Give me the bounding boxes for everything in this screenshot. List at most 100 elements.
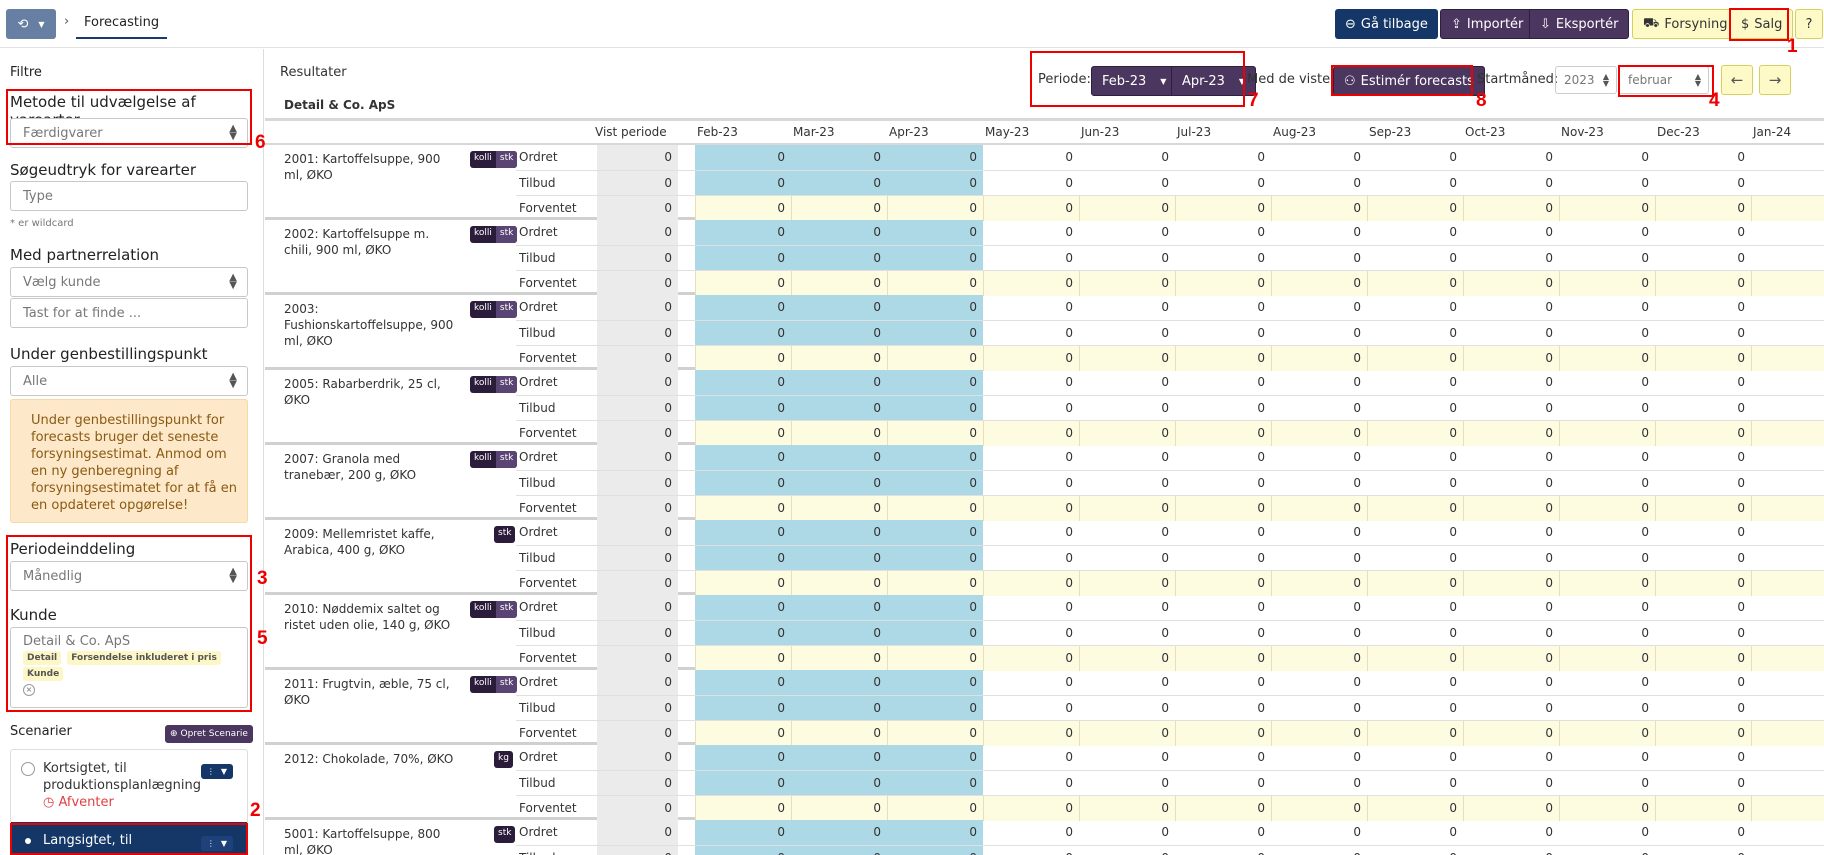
forecast-input-cell[interactable]: 0	[1175, 346, 1271, 371]
forecast-input-cell[interactable]: 0	[1559, 271, 1655, 296]
forecast-input-cell[interactable]: 0	[1463, 196, 1559, 221]
forecast-input-cell[interactable]: 0	[887, 796, 983, 821]
forecast-input-cell[interactable]: 0	[1079, 271, 1175, 296]
forecast-input-cell[interactable]: 0	[791, 571, 887, 596]
forecast-input-cell[interactable]: 0	[983, 571, 1079, 596]
unit-toggle[interactable]: kolli stk	[470, 451, 518, 468]
forecast-input-cell[interactable]: 0	[1271, 271, 1367, 296]
forecast-input-cell[interactable]: 0	[791, 496, 887, 521]
unit-option[interactable]: stk	[495, 226, 518, 243]
forecast-input-cell[interactable]: 0	[887, 721, 983, 746]
forecast-input-cell[interactable]: 0	[1559, 721, 1655, 746]
forecast-input-cell[interactable]: 0	[1655, 421, 1751, 446]
unit-option[interactable]: stk	[495, 676, 518, 693]
forecast-input-cell[interactable]: 0	[1367, 196, 1463, 221]
forecast-input-cell[interactable]: 0	[1271, 421, 1367, 446]
forecast-input-cell[interactable]: 0	[983, 346, 1079, 371]
unit-toggle[interactable]: kolli stk	[470, 676, 518, 693]
forecast-input-cell[interactable]: 0	[1463, 571, 1559, 596]
forecast-input-cell[interactable]: 0	[1271, 571, 1367, 596]
forecast-input-cell[interactable]: 0	[1751, 796, 1824, 821]
unit-option[interactable]: stk	[495, 376, 518, 393]
unit-option[interactable]: kolli	[474, 378, 492, 388]
forecast-input-cell[interactable]: 0	[1559, 496, 1655, 521]
forecast-input-cell[interactable]: 0	[1271, 196, 1367, 221]
next-month-button[interactable]: →	[1759, 65, 1791, 95]
forecast-input-cell[interactable]: 0	[983, 421, 1079, 446]
forecast-input-cell[interactable]: 0	[1079, 196, 1175, 221]
unit-toggle[interactable]: stk	[494, 526, 516, 543]
forecast-input-cell[interactable]: 0	[695, 796, 791, 821]
forecast-input-cell[interactable]: 0	[1751, 271, 1824, 296]
customer-select[interactable]: Detail & Co. ApS Detail Forsendelse inkl…	[10, 627, 248, 708]
forecast-input-cell[interactable]: 0	[983, 796, 1079, 821]
forecast-input-cell[interactable]: 0	[1079, 421, 1175, 446]
period-select[interactable]: Månedlig ▲ ▼	[10, 561, 248, 591]
forecast-input-cell[interactable]: 0	[983, 721, 1079, 746]
partner-search-input[interactable]: Tast for at finde ...	[10, 298, 248, 328]
forecast-input-cell[interactable]: 0	[1367, 646, 1463, 671]
supply-button[interactable]: ⛟ Forsyning	[1632, 9, 1739, 39]
forecast-input-cell[interactable]: 0	[1367, 571, 1463, 596]
forecast-input-cell[interactable]: 0	[695, 346, 791, 371]
forecast-input-cell[interactable]: 0	[1559, 571, 1655, 596]
forecast-input-cell[interactable]: 0	[1751, 721, 1824, 746]
unit-option[interactable]: kolli	[474, 453, 492, 463]
forecast-input-cell[interactable]: 0	[983, 196, 1079, 221]
clear-customer-icon[interactable]: ×	[23, 684, 35, 696]
go-back-button[interactable]: ⊖ Gå tilbage	[1335, 9, 1438, 39]
forecast-input-cell[interactable]: 0	[1655, 796, 1751, 821]
forecast-input-cell[interactable]: 0	[1367, 796, 1463, 821]
forecast-input-cell[interactable]: 0	[695, 271, 791, 296]
forecast-input-cell[interactable]: 0	[1367, 271, 1463, 296]
forecast-input-cell[interactable]: 0	[1655, 271, 1751, 296]
help-button[interactable]: ?	[1795, 9, 1823, 39]
sales-button[interactable]: $ Salg	[1730, 9, 1794, 39]
unit-toggle[interactable]: kg	[494, 751, 513, 768]
forecast-input-cell[interactable]: 0	[1079, 721, 1175, 746]
forecast-input-cell[interactable]: 0	[695, 721, 791, 746]
forecast-input-cell[interactable]: 0	[695, 421, 791, 446]
forecast-input-cell[interactable]: 0	[1175, 721, 1271, 746]
unit-option[interactable]: kolli	[474, 153, 492, 163]
forecast-input-cell[interactable]: 0	[695, 646, 791, 671]
forecast-input-cell[interactable]: 0	[1271, 496, 1367, 521]
forecast-input-cell[interactable]: 0	[695, 571, 791, 596]
forecast-input-cell[interactable]: 0	[983, 496, 1079, 521]
forecast-input-cell[interactable]: 0	[1367, 346, 1463, 371]
forecast-input-cell[interactable]: 0	[983, 271, 1079, 296]
forecast-input-cell[interactable]: 0	[1175, 796, 1271, 821]
forecast-input-cell[interactable]: 0	[1655, 496, 1751, 521]
unit-option[interactable]: kolli	[474, 603, 492, 613]
scenario-item[interactable]: Kortsigtet, til produktionsplanlægning ◷…	[11, 750, 247, 822]
forecast-input-cell[interactable]: 0	[887, 196, 983, 221]
forecast-input-cell[interactable]: 0	[1559, 646, 1655, 671]
forecast-input-cell[interactable]: 0	[1271, 721, 1367, 746]
forecast-input-cell[interactable]: 0	[1175, 271, 1271, 296]
radio-button[interactable]	[21, 762, 35, 776]
forecast-input-cell[interactable]: 0	[1559, 346, 1655, 371]
forecast-input-cell[interactable]: 0	[1751, 346, 1824, 371]
forecast-input-cell[interactable]: 0	[791, 271, 887, 296]
unit-option[interactable]: kolli	[474, 228, 492, 238]
unit-option[interactable]: kolli	[474, 678, 492, 688]
forecast-input-cell[interactable]: 0	[1175, 646, 1271, 671]
unit-toggle[interactable]: kolli stk	[470, 376, 518, 393]
forecast-input-cell[interactable]: 0	[1079, 496, 1175, 521]
unit-option[interactable]: stk	[498, 528, 512, 538]
forecast-input-cell[interactable]: 0	[887, 571, 983, 596]
unit-option[interactable]: stk	[495, 151, 518, 168]
forecast-input-cell[interactable]: 0	[1655, 646, 1751, 671]
export-button[interactable]: ⇩ Eksportér	[1529, 9, 1630, 39]
forecast-input-cell[interactable]: 0	[1175, 496, 1271, 521]
forecast-input-cell[interactable]: 0	[887, 496, 983, 521]
forecast-input-cell[interactable]: 0	[887, 646, 983, 671]
forecast-input-cell[interactable]: 0	[791, 796, 887, 821]
forecast-input-cell[interactable]: 0	[1463, 346, 1559, 371]
forecast-input-cell[interactable]: 0	[1175, 421, 1271, 446]
forecast-input-cell[interactable]: 0	[1079, 346, 1175, 371]
forecast-input-cell[interactable]: 0	[1271, 796, 1367, 821]
forecast-input-cell[interactable]: 0	[887, 271, 983, 296]
forecast-input-cell[interactable]: 0	[1079, 796, 1175, 821]
forecast-input-cell[interactable]: 0	[1079, 646, 1175, 671]
